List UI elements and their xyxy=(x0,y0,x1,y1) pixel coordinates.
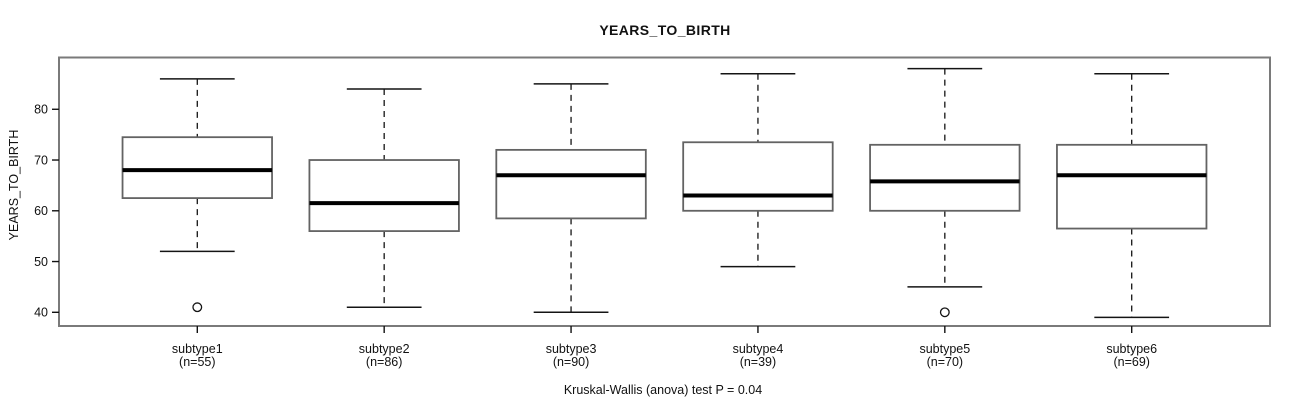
x-group-n-label: (n=39) xyxy=(740,355,776,369)
iqr-box-subtype4 xyxy=(682,141,834,212)
x-group-label: subtype4 xyxy=(733,342,784,356)
iqr-box-subtype6 xyxy=(1056,143,1208,230)
iqr-box-subtype5 xyxy=(869,143,1021,212)
y-tick-label: 80 xyxy=(34,103,48,117)
x-group-n-label: (n=70) xyxy=(927,355,963,369)
plot-frame xyxy=(58,56,1271,327)
outlier-point xyxy=(192,302,203,313)
y-tick-label: 60 xyxy=(34,204,48,218)
iqr-box-subtype1 xyxy=(121,136,273,199)
y-tick-label: 70 xyxy=(34,153,48,167)
chart-title: YEARS_TO_BIRTH xyxy=(599,22,731,38)
y-tick-label: 40 xyxy=(34,306,48,320)
outlier-point xyxy=(939,307,950,318)
x-group-label: subtype1 xyxy=(172,342,223,356)
x-group-label: subtype6 xyxy=(1106,342,1157,356)
x-group-n-label: (n=69) xyxy=(1113,355,1149,369)
iqr-box-subtype2 xyxy=(308,159,460,232)
x-group-n-label: (n=55) xyxy=(179,355,215,369)
x-group-label: subtype3 xyxy=(546,342,597,356)
x-group-n-label: (n=90) xyxy=(553,355,589,369)
stat-test-caption: Kruskal-Wallis (anova) test P = 0.04 xyxy=(563,383,763,397)
y-tick-label: 50 xyxy=(34,255,48,269)
x-group-n-label: (n=86) xyxy=(366,355,402,369)
iqr-box-subtype3 xyxy=(495,148,647,220)
x-group-label: subtype2 xyxy=(359,342,410,356)
x-group-label: subtype5 xyxy=(919,342,970,356)
